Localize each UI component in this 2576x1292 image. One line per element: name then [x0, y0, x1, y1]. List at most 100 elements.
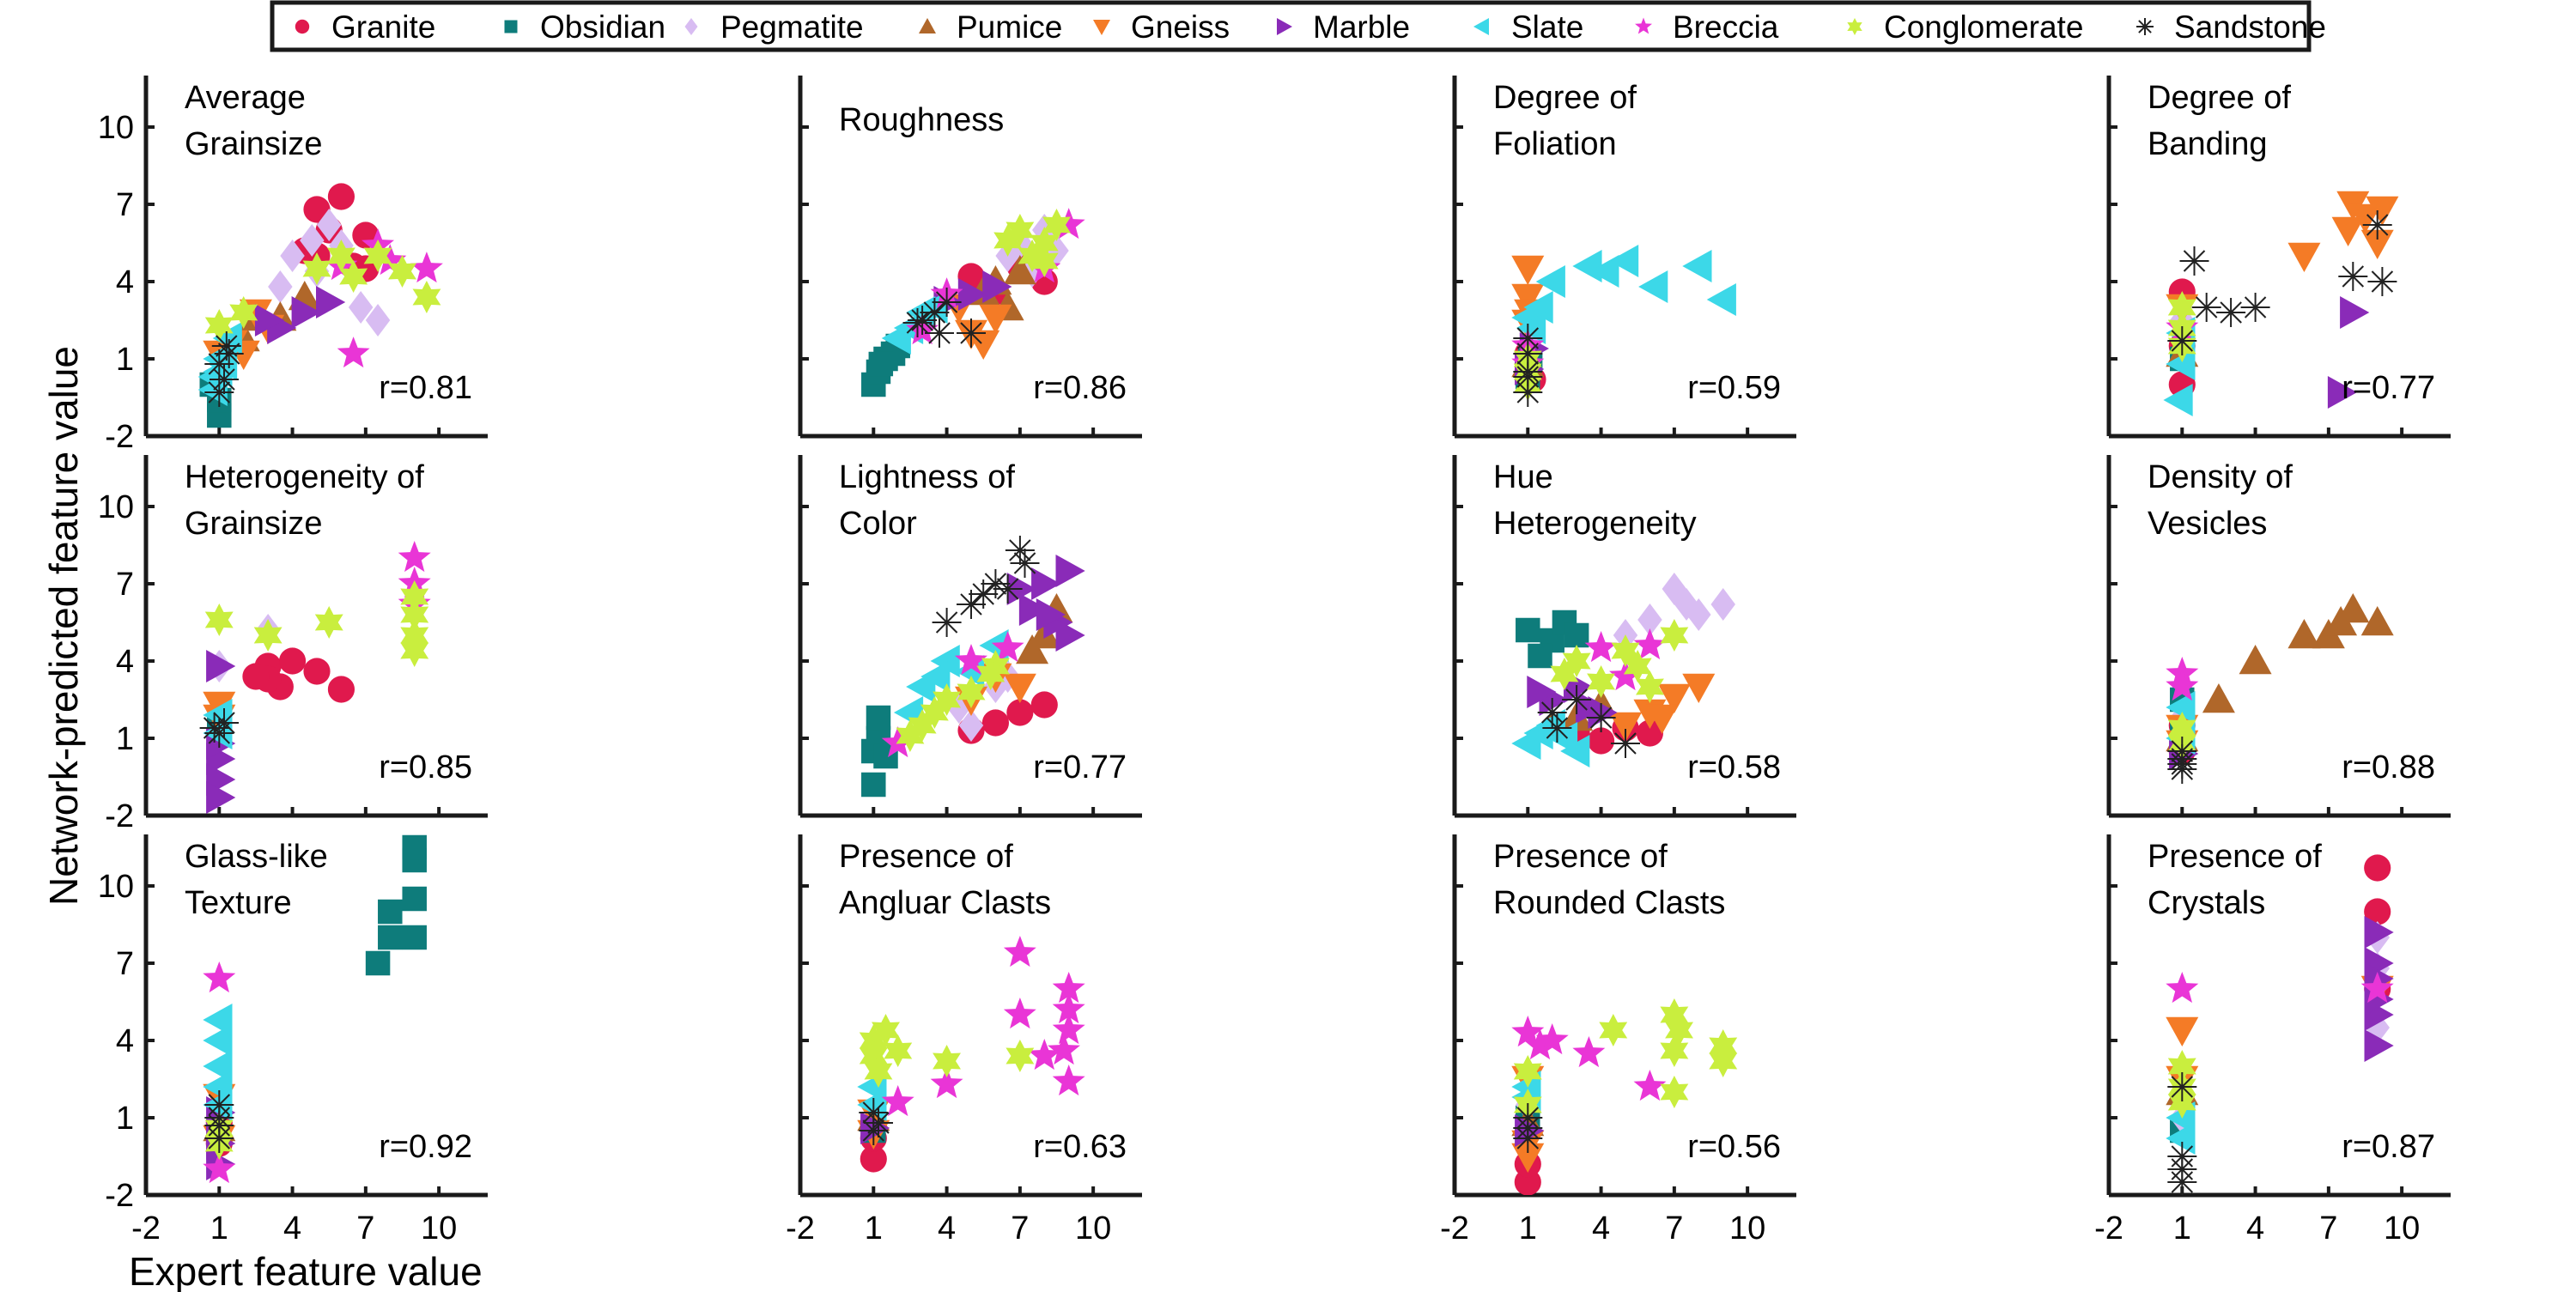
point-conglomerate — [872, 1014, 900, 1046]
point-gneiss — [979, 304, 1012, 334]
point-marble — [957, 278, 987, 311]
point-breccia — [1052, 992, 1085, 1024]
point-pegmatite — [280, 240, 305, 272]
point-marble — [254, 304, 285, 337]
point-conglomerate — [2167, 291, 2196, 324]
point-sandstone — [864, 1108, 893, 1137]
x-tick-label: 10 — [421, 1210, 457, 1247]
point-slate — [1609, 245, 1639, 277]
point-slate — [1638, 270, 1668, 303]
point-sandstone — [1562, 685, 1592, 714]
point-marble — [2364, 916, 2394, 949]
point-gneiss — [1511, 283, 1545, 313]
point-sandstone — [902, 308, 933, 337]
panel-title: Lightness of Color — [839, 459, 1015, 542]
point-conglomerate — [1611, 634, 1640, 667]
legend-label-sandstone: Sandstone — [2174, 9, 2326, 45]
point-breccia — [1633, 1070, 1667, 1101]
legend-label-slate: Slate — [1511, 9, 1583, 45]
point-slate — [1523, 717, 1553, 749]
point-conglomerate — [1665, 1014, 1693, 1046]
point-breccia — [1052, 208, 1085, 240]
point-conglomerate — [1709, 1045, 1738, 1077]
y-axis-title: Network-predicted feature value — [41, 346, 86, 906]
point-breccia — [374, 244, 407, 276]
point-breccia — [1003, 998, 1036, 1029]
point-slate — [1516, 312, 1546, 344]
point-conglomerate — [920, 696, 949, 729]
point-conglomerate — [1636, 670, 1664, 703]
scatter-points — [2166, 854, 2394, 1195]
point-conglomerate — [253, 619, 283, 652]
panels: -2 1 4 7 10 Average Grainsize r=0.81 Roughness r=… — [98, 76, 2451, 1247]
point-breccia — [1028, 1039, 1061, 1071]
scatter-points — [199, 541, 431, 814]
legend-label-conglomerate: Conglomerate — [1884, 9, 2083, 45]
y-tick-label: 7 — [116, 187, 134, 223]
point-breccia — [1052, 972, 1085, 1004]
point-marble — [1055, 555, 1085, 587]
point-pegmatite — [316, 209, 342, 241]
legend-marker-conglomerate — [1847, 18, 1862, 35]
point-slate — [2163, 384, 2193, 416]
point-conglomerate — [339, 260, 368, 293]
point-breccia — [2166, 972, 2199, 1004]
point-sandstone — [2167, 1142, 2197, 1171]
point-breccia — [2166, 670, 2199, 701]
point-conglomerate — [412, 281, 441, 313]
point-conglomerate — [2167, 1050, 2196, 1083]
panel-glass-like-texture: -2 1 4 7 10 -2 1 4 7 10 Glass-like Texture r=0.92 — [98, 834, 488, 1247]
panel-title: Roughness — [839, 102, 1004, 138]
point-granite — [1636, 719, 1664, 747]
point-marble — [1036, 598, 1066, 631]
point-breccia — [1633, 628, 1667, 660]
legend-marker-granite — [295, 19, 310, 34]
panel-title: Glass-like Texture — [185, 839, 328, 921]
x-tick-label: 1 — [210, 1210, 228, 1247]
y-tick-label: 4 — [116, 1023, 134, 1059]
legend-marker-gneiss — [1093, 20, 1110, 35]
point-slate — [920, 660, 951, 693]
point-breccia — [1003, 936, 1036, 967]
correlation-label: r=0.63 — [1033, 1129, 1127, 1165]
point-gneiss — [2331, 216, 2365, 246]
point-gneiss — [1657, 683, 1691, 713]
point-granite — [2364, 854, 2391, 882]
panel-presence-of-crystals: -2 1 4 7 10 Presence of Crystals r=0.87 — [2094, 834, 2451, 1247]
x-tick-label: 7 — [356, 1210, 374, 1247]
point-sandstone — [2367, 267, 2397, 296]
point-conglomerate — [1042, 209, 1071, 241]
legend-marker-slate — [1473, 18, 1489, 35]
point-conglomerate — [388, 255, 416, 288]
point-granite — [981, 709, 1010, 737]
point-conglomerate — [1599, 1014, 1628, 1046]
point-breccia — [1511, 1016, 1545, 1047]
point-sandstone — [2167, 1168, 2197, 1195]
x-tick-label: 1 — [865, 1210, 883, 1247]
point-sandstone — [210, 365, 239, 394]
legend-marker-sandstone — [2136, 18, 2154, 35]
point-breccia — [955, 644, 987, 676]
point-conglomerate — [2167, 1086, 2196, 1119]
y-tick-label: 4 — [116, 264, 134, 300]
correlation-label: r=0.87 — [2342, 1129, 2435, 1165]
point-breccia — [203, 961, 236, 993]
point-pumice — [1016, 634, 1049, 664]
point-gneiss — [1511, 255, 1545, 285]
y-tick-label: 7 — [116, 567, 134, 603]
panel-degree-of-foliation: Degree of Foliation r=0.59 — [1452, 76, 1796, 439]
y-tick-label: -2 — [105, 419, 134, 455]
y-tick-label: -2 — [105, 798, 134, 834]
point-marble — [291, 296, 321, 329]
point-sandstone — [1513, 1103, 1543, 1132]
point-slate — [1589, 255, 1619, 288]
point-conglomerate — [400, 634, 429, 667]
point-gneiss — [1003, 673, 1036, 703]
point-granite — [303, 658, 331, 685]
y-tick-label: 1 — [116, 1101, 134, 1137]
point-conglomerate — [1562, 645, 1591, 677]
legend-marker-obsidian — [504, 20, 518, 33]
point-slate — [930, 645, 960, 677]
point-obsidian — [1564, 622, 1589, 648]
point-granite — [278, 647, 307, 675]
